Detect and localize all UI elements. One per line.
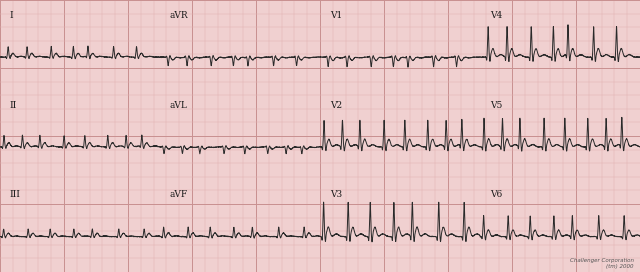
- Text: V1: V1: [330, 11, 342, 20]
- Text: V6: V6: [490, 190, 502, 199]
- Text: aVR: aVR: [170, 11, 188, 20]
- Text: V4: V4: [490, 11, 502, 20]
- Text: aVL: aVL: [170, 101, 188, 110]
- Text: V5: V5: [490, 101, 502, 110]
- Text: I: I: [10, 11, 13, 20]
- Text: III: III: [10, 190, 20, 199]
- Text: Challenger Corporation
(tm) 2000: Challenger Corporation (tm) 2000: [570, 258, 634, 269]
- Text: V3: V3: [330, 190, 342, 199]
- Text: aVF: aVF: [170, 190, 188, 199]
- Text: II: II: [10, 101, 17, 110]
- Text: V2: V2: [330, 101, 342, 110]
